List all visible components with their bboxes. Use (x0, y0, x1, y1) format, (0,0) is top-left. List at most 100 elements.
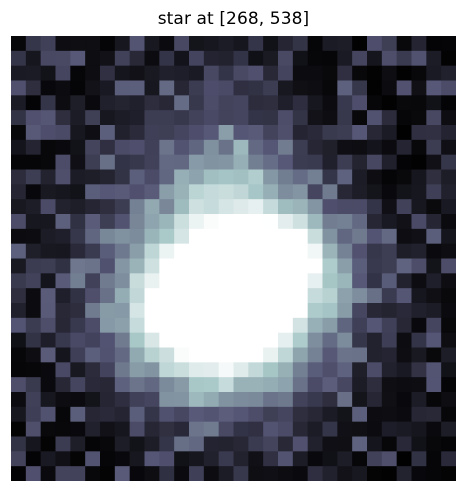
image-pixel (411, 50, 427, 67)
image-pixel (114, 303, 131, 319)
image-pixel (292, 362, 309, 378)
image-pixel (441, 125, 456, 141)
image-pixel (263, 199, 279, 215)
image-pixel (233, 377, 249, 393)
image-pixel (292, 228, 309, 245)
image-pixel (129, 347, 145, 363)
image-pixel (352, 80, 368, 96)
image-pixel (278, 436, 294, 452)
image-pixel (307, 36, 323, 52)
image-pixel (307, 125, 323, 141)
image-pixel (114, 243, 131, 259)
image-pixel (426, 436, 442, 452)
image-pixel (25, 288, 42, 304)
image-pixel (292, 184, 309, 200)
image-pixel (278, 377, 294, 393)
image-pixel (411, 303, 427, 319)
image-pixel (25, 228, 42, 245)
image-pixel (426, 258, 442, 274)
image-pixel (337, 199, 353, 215)
image-pixel (322, 406, 338, 423)
image-pixel (218, 154, 234, 170)
image-pixel (278, 228, 294, 245)
image-pixel (381, 214, 398, 230)
image-pixel (352, 228, 368, 245)
image-pixel (55, 36, 71, 52)
image-pixel (100, 362, 116, 378)
image-pixel (114, 258, 131, 274)
image-pixel (114, 436, 131, 452)
image-pixel (218, 214, 234, 230)
image-pixel (411, 466, 427, 481)
image-pixel (85, 199, 101, 215)
image-pixel (292, 392, 309, 408)
image-pixel (337, 332, 353, 348)
image-pixel (85, 273, 101, 289)
image-pixel (40, 139, 56, 156)
image-pixel (441, 332, 456, 348)
image-pixel (218, 258, 234, 274)
image-pixel (352, 466, 368, 481)
image-pixel (426, 288, 442, 304)
image-pixel (248, 169, 264, 185)
image-pixel (381, 392, 398, 408)
image-pixel (55, 303, 71, 319)
image-pixel (203, 154, 220, 170)
image-pixel (307, 214, 323, 230)
image-pixel (100, 421, 116, 437)
image-pixel (218, 347, 234, 363)
image-pixel (129, 125, 145, 141)
image-pixel (203, 243, 220, 259)
image-pixel (40, 362, 56, 378)
image-pixel (70, 303, 86, 319)
image-pixel (85, 332, 101, 348)
image-pixel (218, 95, 234, 111)
image-pixel (396, 80, 412, 96)
image-pixel (337, 80, 353, 96)
image-pixel (85, 65, 101, 81)
image-pixel (278, 125, 294, 141)
image-pixel (70, 377, 86, 393)
image-pixel (278, 199, 294, 215)
image-pixel (129, 36, 145, 52)
image-pixel (352, 125, 368, 141)
image-pixel (337, 392, 353, 408)
image-pixel (426, 80, 442, 96)
image-pixel (129, 184, 145, 200)
image-pixel (292, 406, 309, 423)
image-pixel (174, 199, 190, 215)
image-pixel (85, 95, 101, 111)
image-pixel (381, 406, 398, 423)
image-pixel (85, 214, 101, 230)
image-pixel (174, 392, 190, 408)
image-pixel (263, 466, 279, 481)
image-pixel (189, 303, 205, 319)
image-pixel (233, 243, 249, 259)
image-pixel (367, 214, 383, 230)
image-pixel (218, 110, 234, 126)
image-pixel (248, 421, 264, 437)
image-pixel (129, 451, 145, 467)
image-pixel (218, 332, 234, 348)
image-pixel (426, 303, 442, 319)
image-pixel (11, 466, 27, 481)
image-pixel (441, 377, 456, 393)
image-pixel (144, 139, 160, 156)
image-pixel (411, 95, 427, 111)
image-pixel (11, 169, 27, 185)
image-pixel (307, 436, 323, 452)
image-pixel (426, 50, 442, 67)
image-pixel (144, 347, 160, 363)
image-pixel (248, 50, 264, 67)
image-pixel (441, 303, 456, 319)
image-pixel (322, 125, 338, 141)
image-pixel (322, 466, 338, 481)
image-pixel (441, 392, 456, 408)
image-pixel (278, 258, 294, 274)
image-pixel (381, 332, 398, 348)
image-pixel (114, 451, 131, 467)
image-pixel (203, 95, 220, 111)
image-pixel (55, 95, 71, 111)
image-pixel (396, 466, 412, 481)
image-pixel (55, 288, 71, 304)
